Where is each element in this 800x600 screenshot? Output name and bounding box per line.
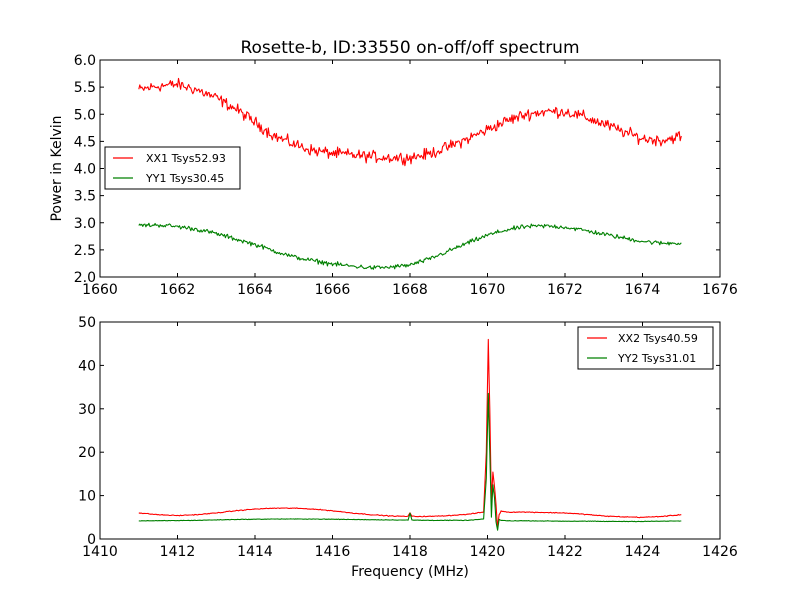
top-y-tick-label: 2.5 <box>74 243 96 259</box>
bottom-x-tick-label: 1424 <box>625 544 661 560</box>
bottom-x-tick-label: 1426 <box>702 544 738 560</box>
bottom-axes-ticks: 1410 1412 1414 1416 1418 1420 1422 1424 1426 0 10 2… <box>78 315 738 560</box>
top-x-tick-label: 1672 <box>547 282 583 298</box>
bottom-y-tick-label: 50 <box>78 315 96 331</box>
legend-label-xx2: XX2 Tsys40.59 <box>618 332 698 345</box>
bottom-legend: XX2 Tsys40.59 YY2 Tsys31.01 <box>577 326 714 370</box>
top-x-tick-label: 1668 <box>392 282 428 298</box>
bottom-y-tick-label: 10 <box>78 489 96 505</box>
top-legend: XX1 Tsys52.93 YY1 Tsys30.45 <box>104 146 241 190</box>
top-x-tick-label: 1670 <box>470 282 506 298</box>
top-y-tick-label: 3.0 <box>74 216 96 232</box>
bottom-x-tick-label: 1418 <box>392 544 428 560</box>
bottom-x-tick-label: 1420 <box>470 544 506 560</box>
top-axes: 1660 1662 1664 1666 1668 1670 1672 1674 1676 2.0 2… <box>49 53 738 298</box>
bottom-axes: 1410 1412 1414 1416 1418 1420 1422 1424 1426 0 10 2… <box>78 315 738 580</box>
bottom-y-tick-label: 0 <box>87 532 96 548</box>
bottom-x-tick-label: 1414 <box>237 544 273 560</box>
bottom-x-tick-label: 1410 <box>82 544 118 560</box>
top-x-tick-label: 1662 <box>160 282 196 298</box>
top-x-tick-label: 1660 <box>82 282 118 298</box>
top-y-tick-label: 2.0 <box>74 270 96 286</box>
top-legend-box <box>104 146 241 190</box>
bottom-y-tick-label: 40 <box>78 358 96 374</box>
bottom-x-tick-label: 1422 <box>547 544 583 560</box>
bottom-series-line-yy <box>138 392 682 531</box>
top-axes-ticks: 1660 1662 1664 1666 1668 1670 1672 1674 1676 2.0 2… <box>74 53 738 298</box>
top-x-tick-label: 1664 <box>237 282 273 298</box>
top-x-tick-label: 1676 <box>702 282 738 298</box>
top-axes-series <box>138 77 682 270</box>
bottom-x-tick-label: 1416 <box>315 544 351 560</box>
legend-label-yy1: YY1 Tsys30.45 <box>145 172 224 185</box>
bottom-legend-box <box>577 326 714 370</box>
bottom-axes-series <box>138 338 682 531</box>
top-x-tick-label: 1666 <box>315 282 351 298</box>
bottom-y-tick-label: 20 <box>78 445 96 461</box>
bottom-x-axis-label: Frequency (MHz) <box>351 564 469 580</box>
legend-label-xx1: XX1 Tsys52.93 <box>146 152 226 165</box>
bottom-x-tick-label: 1412 <box>160 544 196 560</box>
legend-label-yy2: YY2 Tsys31.01 <box>617 352 696 365</box>
figure-title: Rosette-b, ID:33550 on-off/off spectrum <box>240 38 579 58</box>
bottom-series-line-xx <box>138 338 682 529</box>
top-y-tick-label: 4.5 <box>74 134 96 150</box>
top-y-tick-label: 5.0 <box>74 107 96 123</box>
top-series-line-yy <box>138 222 682 270</box>
top-y-tick-label: 6.0 <box>74 53 96 69</box>
top-y-tick-label: 4.0 <box>74 162 96 178</box>
top-series-line-xx <box>138 77 682 167</box>
top-y-tick-label: 5.5 <box>74 80 96 96</box>
bottom-y-tick-label: 30 <box>78 402 96 418</box>
top-x-tick-label: 1674 <box>625 282 661 298</box>
top-y-tick-label: 3.5 <box>74 189 96 205</box>
top-y-axis-label: Power in Kelvin <box>49 115 65 221</box>
